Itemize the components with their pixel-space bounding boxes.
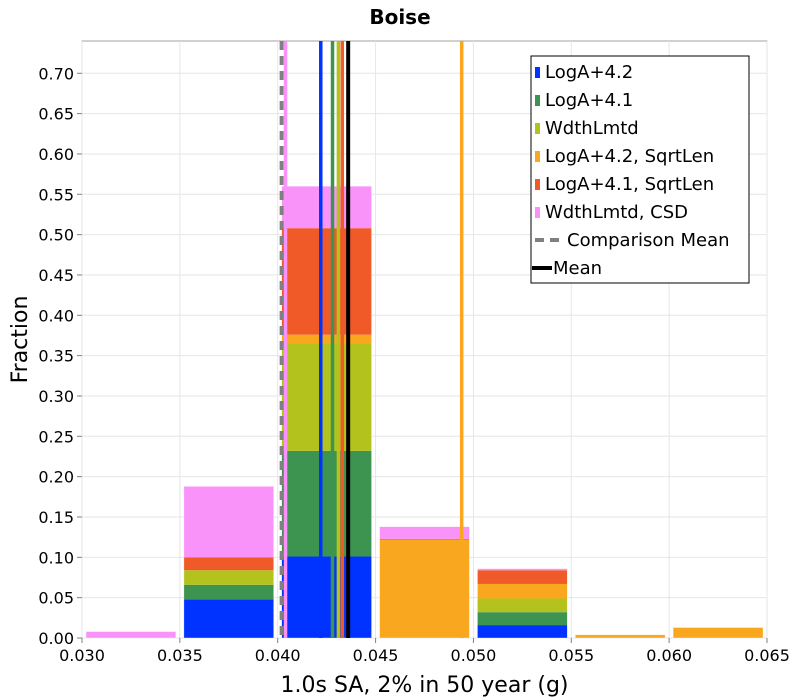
bars-group: [85, 185, 764, 639]
x-tick-label: 0.055: [548, 646, 594, 665]
y-tick-label: 0.60: [38, 145, 74, 164]
bar-outline: [672, 627, 764, 639]
x-tick-label: 0.065: [744, 646, 790, 665]
bar-segment: [477, 625, 568, 638]
legend-swatch: [535, 151, 540, 162]
bar-segment: [281, 228, 372, 335]
legend-box: [530, 55, 750, 284]
bar-segment: [86, 631, 176, 638]
bar-segment: [575, 634, 666, 638]
y-tick-label: 0.25: [38, 427, 74, 446]
legend-label: WdthLmtd, CSD: [545, 202, 688, 223]
bar-segment: [281, 556, 372, 638]
bar-segment: [183, 486, 274, 558]
bar-outline: [379, 526, 470, 639]
legend: LogA+4.2 LogA+4.1 WdthLmtd LogA+4.2, SqrtLe…: [530, 55, 750, 284]
x-tick-label: 0.060: [646, 646, 692, 665]
bar-segment: [673, 627, 763, 638]
y-tick-label: 0.05: [38, 589, 74, 608]
bar-outline: [183, 486, 275, 639]
legend-swatch: [535, 67, 540, 78]
x-tick-label: 0.045: [353, 646, 399, 665]
y-tick-label: 0.50: [38, 226, 74, 245]
bar-segment: [281, 186, 372, 229]
bar-segment: [379, 539, 470, 638]
y-tick-label: 0.55: [38, 185, 74, 204]
bar-segment: [183, 584, 274, 600]
bar-outline: [281, 185, 372, 639]
legend-label: Comparison Mean: [567, 230, 730, 251]
y-axis-ticks: 0.00 0.05 0.10 0.15 0.20 0.25 0.30 0.35 0.40 0.45…: [38, 64, 82, 648]
legend-swatch: [535, 179, 540, 190]
legend-label: LogA+4.1, SqrtLen: [545, 174, 714, 195]
bar-segment: [477, 568, 568, 571]
bar-outline: [477, 568, 568, 639]
legend-label: WdthLmtd: [545, 118, 639, 139]
legend-swatch: [535, 95, 540, 106]
bar-outline: [574, 634, 666, 639]
x-axis-label: 1.0s SA, 2% in 50 year (g): [281, 673, 569, 698]
y-tick-label: 0.40: [38, 306, 74, 325]
y-tick-label: 0.00: [38, 629, 74, 648]
y-tick-label: 0.70: [38, 64, 74, 83]
bar-segment: [281, 334, 372, 344]
bar-segment: [379, 538, 470, 540]
legend-swatch: [535, 207, 540, 218]
x-tick-label: 0.030: [59, 646, 105, 665]
y-tick-label: 0.35: [38, 347, 74, 366]
bar-segment: [281, 450, 372, 557]
y-tick-label: 0.10: [38, 548, 74, 567]
legend-swatch: [535, 123, 540, 134]
x-axis-ticks: 0.030 0.035 0.040 0.045 0.050 0.055 0.060 0.065: [59, 638, 790, 665]
y-tick-label: 0.65: [38, 105, 74, 124]
bar-segment: [477, 612, 568, 626]
legend-label: Mean: [553, 258, 602, 279]
y-tick-label: 0.15: [38, 508, 74, 527]
bar-segment: [183, 599, 274, 638]
bar-outline: [85, 631, 177, 639]
bar-segment: [477, 583, 568, 599]
bar-segment: [379, 526, 470, 539]
bar-segment: [183, 557, 274, 571]
y-axis-label: Fraction: [8, 296, 33, 384]
bar-segment: [477, 598, 568, 613]
legend-label: LogA+4.2: [545, 62, 633, 83]
y-tick-label: 0.30: [38, 387, 74, 406]
mean-lines-group: [279, 41, 464, 638]
bar-segment: [183, 570, 274, 585]
x-tick-label: 0.040: [255, 646, 301, 665]
legend-label: LogA+4.1: [545, 90, 633, 111]
y-tick-label: 0.45: [38, 266, 74, 285]
x-tick-label: 0.035: [157, 646, 203, 665]
chart-title: Boise: [369, 5, 430, 29]
x-tick-label: 0.050: [451, 646, 497, 665]
y-tick-label: 0.20: [38, 468, 74, 487]
bar-segment: [477, 570, 568, 584]
bar-segment: [281, 343, 372, 451]
legend-label: LogA+4.2, SqrtLen: [545, 146, 714, 167]
